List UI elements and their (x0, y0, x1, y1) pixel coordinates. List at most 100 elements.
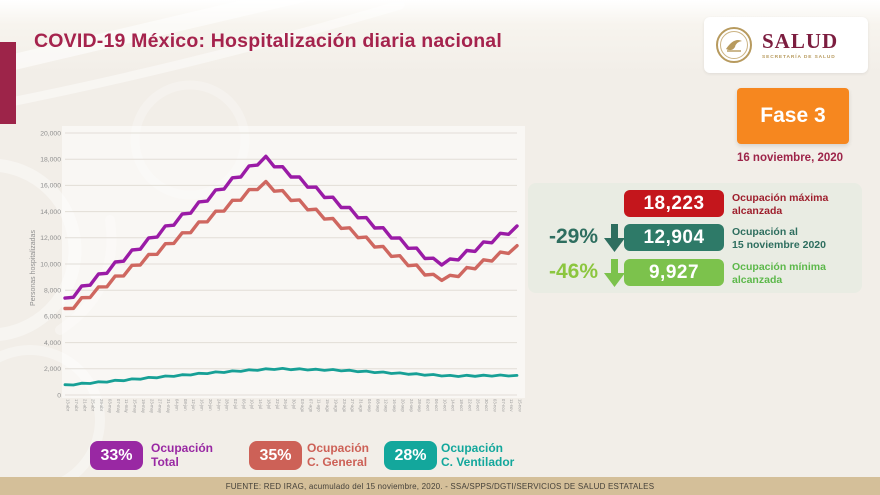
svg-text:19-ago: 19-ago (333, 399, 338, 413)
svg-text:18-oct: 18-oct (459, 399, 464, 411)
svg-text:12-sep: 12-sep (384, 399, 389, 412)
stat-max-label-line1: Ocupación máxima (732, 192, 829, 204)
svg-text:06-jul: 06-jul (241, 399, 246, 409)
svg-text:02-jul: 02-jul (233, 399, 238, 409)
svg-text:11-nov: 11-nov (509, 399, 514, 412)
badge-general-pill: 35% (249, 441, 302, 470)
svg-text:08-jun: 08-jun (183, 399, 188, 411)
arrow-down-icon (604, 224, 625, 252)
badge-ventilator-label: Ocupación C. Ventilador (441, 441, 515, 470)
salud-logo: SALUD SECRETARÍA DE SALUD (704, 17, 868, 73)
svg-text:20-sep: 20-sep (400, 399, 405, 412)
svg-text:16,000: 16,000 (40, 183, 61, 190)
stat-min-pill: 9,927 (624, 259, 724, 286)
svg-text:14,000: 14,000 (40, 209, 61, 216)
svg-text:02-oct: 02-oct (426, 399, 431, 411)
phase-date: 16 noviembre, 2020 (736, 152, 844, 164)
stat-row-current: -29% 12,904 Ocupación al 15 noviembre 20… (528, 223, 862, 253)
svg-text:04-sep: 04-sep (367, 399, 372, 412)
stat-row-min: -46% 9,927 Ocupación mínima alcanzada (528, 258, 862, 288)
svg-text:10-jul: 10-jul (250, 399, 255, 409)
phase-badge: Fase 3 (737, 88, 849, 144)
svg-text:07-may: 07-may (116, 399, 121, 414)
svg-text:8,000: 8,000 (44, 288, 61, 295)
logo-text: SALUD SECRETARÍA DE SALUD (762, 28, 839, 60)
svg-text:12,000: 12,000 (40, 235, 61, 242)
svg-text:21-abr: 21-abr (82, 399, 87, 412)
svg-text:Personas hospitalizadas: Personas hospitalizadas (30, 230, 37, 306)
stat-current-value: 12,904 (643, 226, 705, 248)
svg-text:30-jul: 30-jul (292, 399, 297, 409)
badge-total-label: Ocupación Total (151, 441, 213, 470)
svg-text:20-jun: 20-jun (208, 399, 213, 411)
stat-row-max: 18,223 Ocupación máxima alcanzada (528, 189, 862, 219)
stat-min-delta: -46% (548, 260, 598, 283)
svg-text:23-ago: 23-ago (342, 399, 347, 413)
stat-min-label-line1: Ocupación mínima (732, 261, 826, 273)
badge-general-label-line2: C. General (307, 454, 368, 469)
svg-text:28-jun: 28-jun (225, 399, 230, 411)
svg-text:07-nov: 07-nov (501, 399, 506, 413)
stat-min-label-line2: alcanzada (732, 273, 783, 286)
stat-min-label: Ocupación mínima alcanzada (732, 261, 826, 286)
svg-text:26-oct: 26-oct (476, 399, 481, 411)
hospitalization-line-chart: 0 2,000 4,000 6,000 8,000 10,000 12,000 14,000 1… (30, 126, 525, 414)
svg-text:27-may: 27-may (158, 399, 163, 414)
badge-general-pct: 35% (259, 446, 292, 464)
svg-text:15-may: 15-may (133, 399, 138, 414)
svg-text:19-may: 19-may (141, 399, 146, 414)
svg-text:27-ago: 27-ago (350, 399, 355, 413)
svg-text:11-may: 11-may (124, 399, 129, 414)
svg-text:16-sep: 16-sep (392, 399, 397, 412)
svg-text:15-ago: 15-ago (325, 399, 330, 413)
footer-bar: FUENTE: RED IRAG, acumulado del 15 novie… (0, 477, 880, 495)
stat-max-pill: 18,223 (624, 190, 724, 217)
svg-text:07-ago: 07-ago (308, 399, 313, 413)
badge-general-label: Ocupación C. General (307, 441, 370, 470)
stat-current-label-line1: Ocupación al (732, 226, 798, 238)
svg-text:31-ago: 31-ago (359, 399, 364, 413)
svg-text:03-nov: 03-nov (492, 399, 497, 413)
svg-text:0: 0 (57, 392, 61, 399)
svg-text:17-abr: 17-abr (74, 399, 79, 412)
svg-text:4,000: 4,000 (44, 340, 61, 347)
svg-text:14-oct: 14-oct (451, 399, 456, 411)
svg-text:11-ago: 11-ago (317, 399, 322, 412)
svg-text:06-oct: 06-oct (434, 399, 439, 411)
svg-text:22-jul: 22-jul (275, 399, 280, 409)
svg-text:6,000: 6,000 (44, 314, 61, 321)
svg-text:18,000: 18,000 (40, 157, 61, 164)
stat-min-value: 9,927 (648, 261, 700, 283)
svg-text:30-oct: 30-oct (484, 399, 489, 411)
svg-text:16-jun: 16-jun (200, 399, 205, 411)
svg-text:14-jul: 14-jul (258, 399, 263, 409)
svg-text:03-ago: 03-ago (300, 399, 305, 413)
logo-title: SALUD (762, 28, 839, 53)
svg-text:04-jun: 04-jun (174, 399, 179, 411)
arrow-down-icon (604, 259, 625, 287)
badge-total-label-line2: Total (151, 454, 179, 469)
svg-text:18-jul: 18-jul (266, 399, 271, 409)
svg-text:2,000: 2,000 (44, 366, 61, 373)
svg-text:12-jun: 12-jun (191, 399, 196, 411)
svg-text:22-oct: 22-oct (467, 399, 472, 411)
badge-ventilator-label-line2: C. Ventilador (441, 454, 515, 469)
stat-current-label-line2: 15 noviembre 2020 (732, 238, 826, 251)
badge-ventilator-label-line1: Ocupación (441, 441, 504, 455)
badge-total-pct: 33% (100, 446, 133, 464)
badge-ventilator-pill: 28% (384, 441, 437, 470)
svg-text:13-abr: 13-abr (66, 399, 71, 412)
source-text: FUENTE: RED IRAG, acumulado del 15 novie… (225, 481, 655, 491)
stat-max-label-line2: alcanzada (732, 204, 783, 217)
badge-total-pill: 33% (90, 441, 143, 470)
badge-general-label-line1: Ocupación (307, 441, 370, 455)
accent-bar (0, 42, 16, 124)
logo-subtitle: SECRETARÍA DE SALUD (762, 54, 836, 60)
stat-current-delta: -29% (548, 225, 598, 248)
svg-text:25-abr: 25-abr (91, 399, 96, 412)
svg-text:31-may: 31-may (166, 399, 171, 414)
svg-text:29-abr: 29-abr (99, 399, 104, 412)
svg-text:20,000: 20,000 (40, 130, 61, 137)
svg-text:03-may: 03-may (107, 399, 112, 414)
